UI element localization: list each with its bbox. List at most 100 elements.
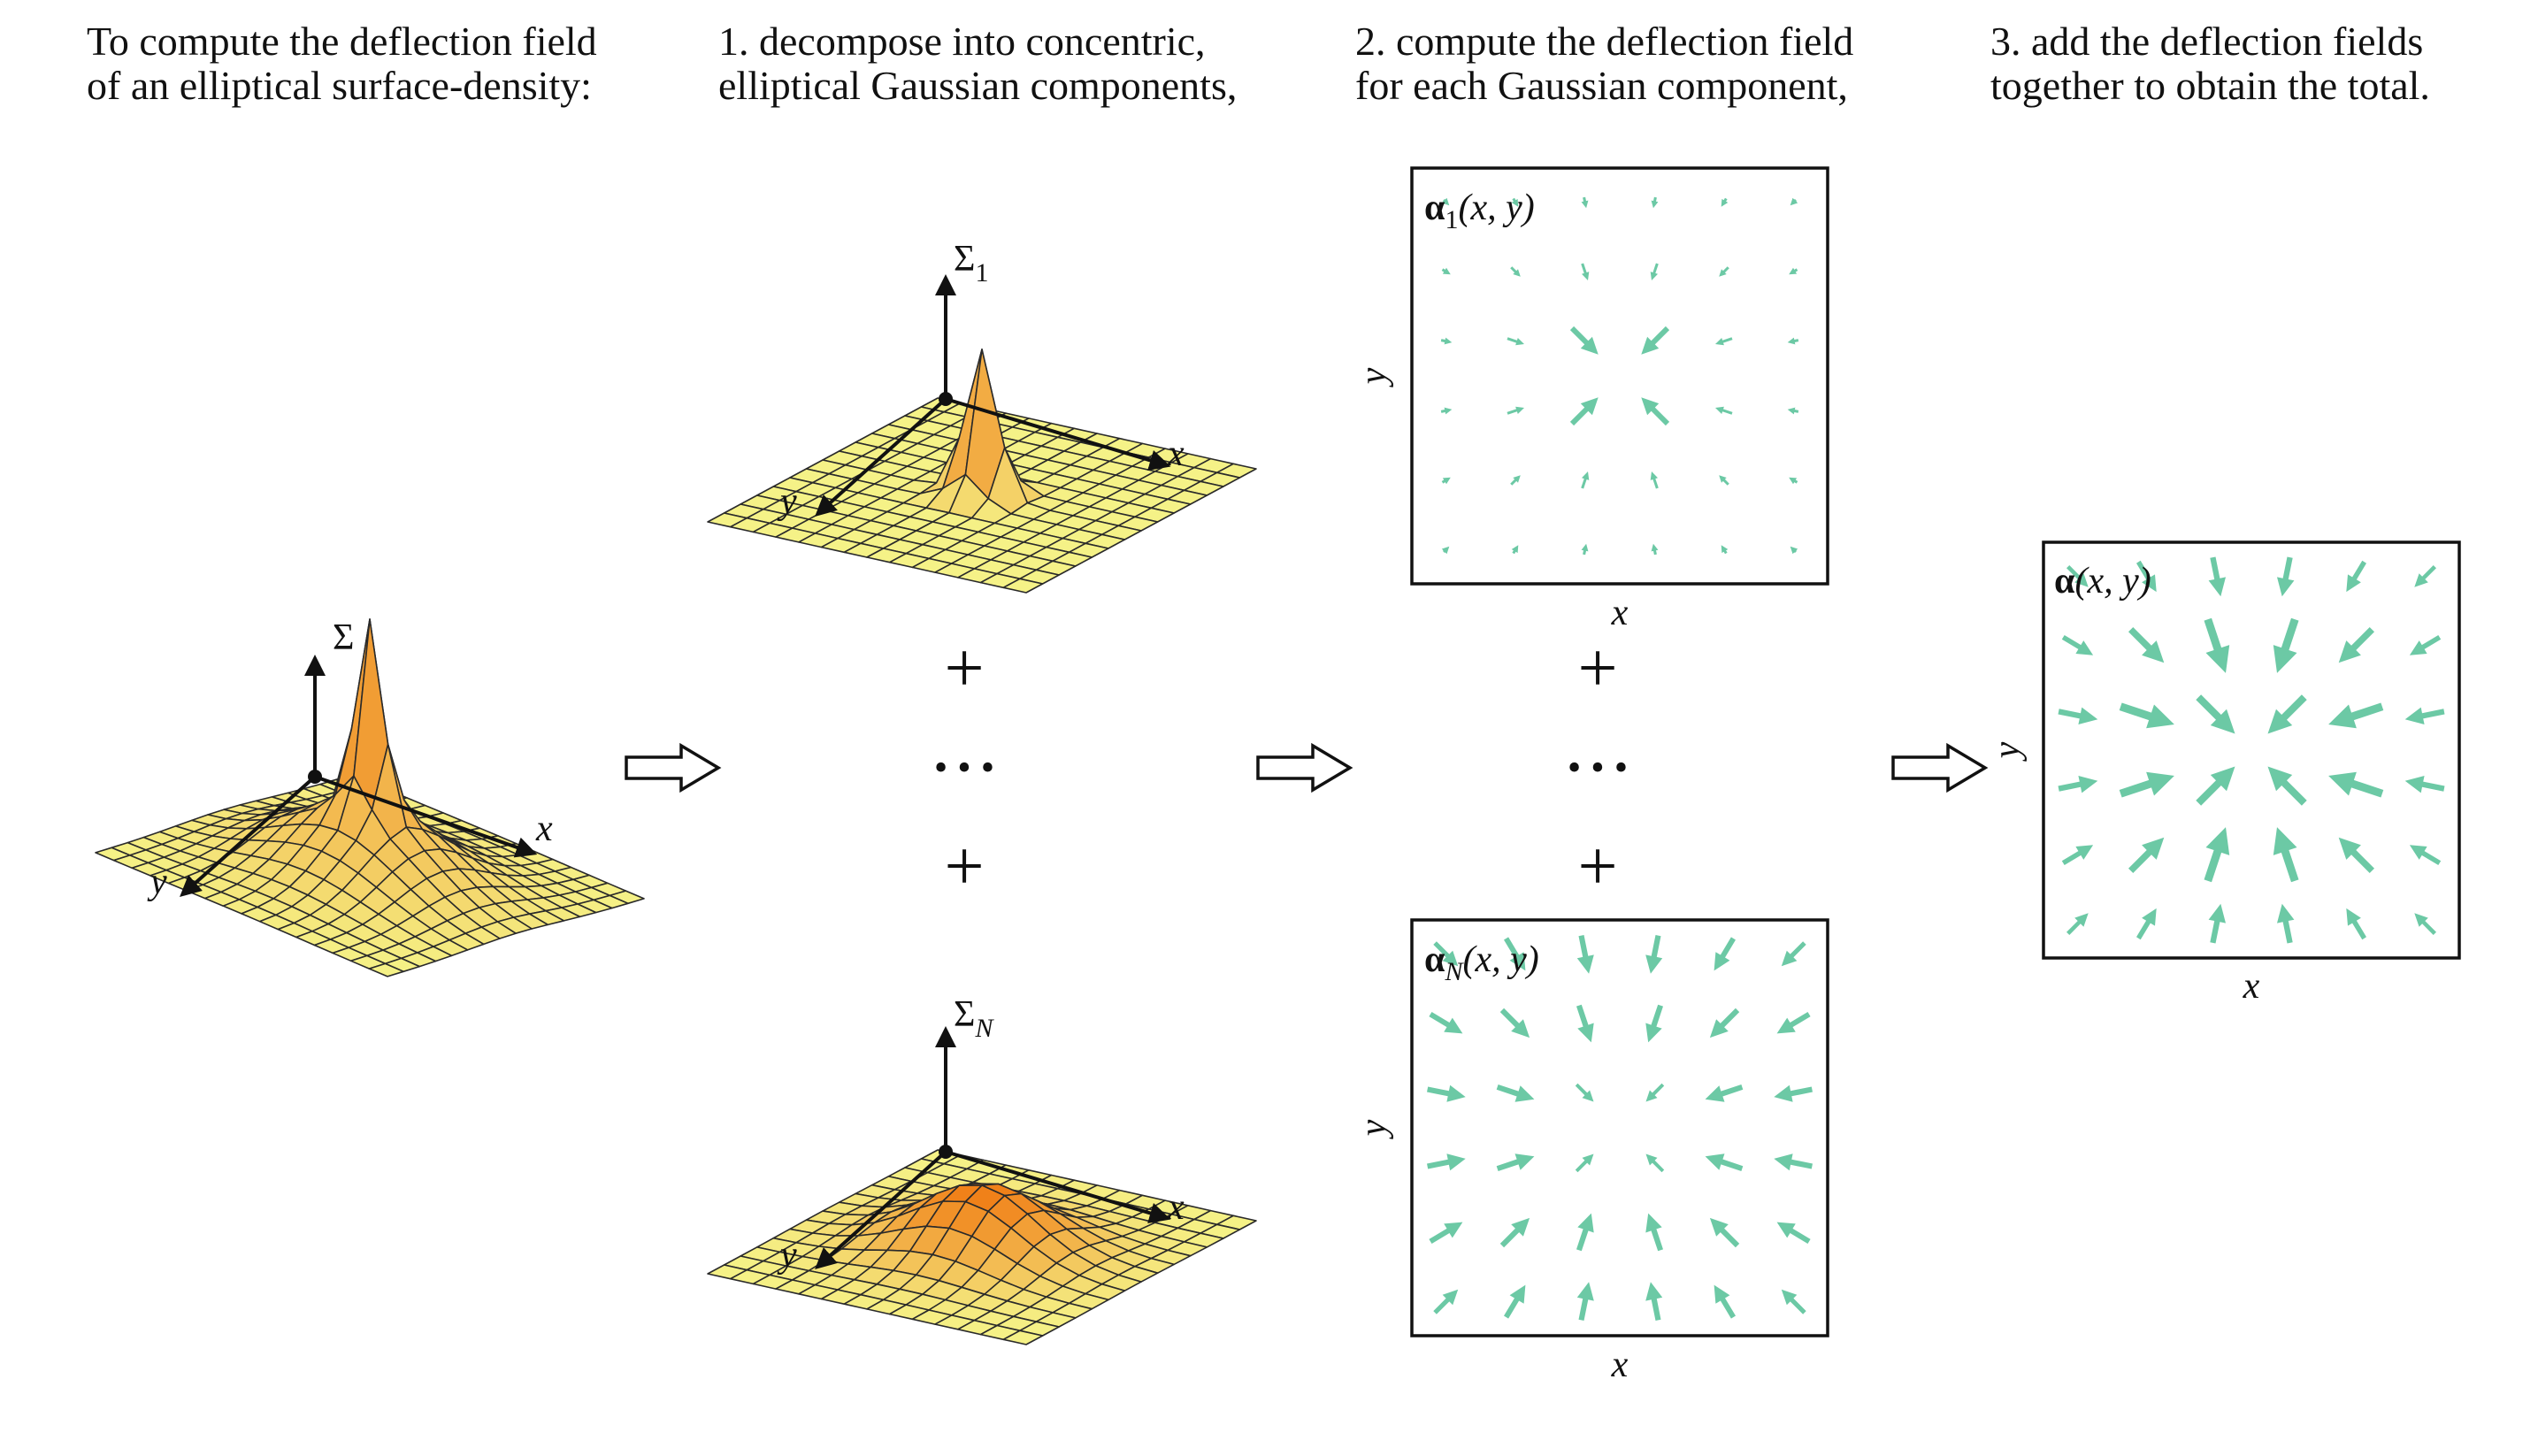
field-y-label-last: y bbox=[1353, 1119, 1394, 1139]
field-last-arrow-23 bbox=[1645, 1282, 1663, 1321]
field-total-arrow-9 bbox=[2119, 771, 2174, 798]
plus-sign-column-2-bottom: + bbox=[1577, 828, 1617, 906]
field-x-label-last: x bbox=[1611, 1345, 1629, 1385]
field-total-arrow-12 bbox=[2208, 556, 2226, 597]
z-axis-label-first: Σ1 bbox=[954, 239, 988, 287]
field-total-arrow-2 bbox=[2058, 707, 2098, 724]
field-last-arrow-25 bbox=[1709, 1008, 1740, 1038]
step-3-line-1: 3. add the deflection fields bbox=[1990, 19, 2424, 64]
field-alpha-total: α bbox=[2054, 561, 2075, 602]
x-axis-first bbox=[945, 397, 1171, 471]
field-first-arrow-6 bbox=[1511, 197, 1519, 207]
step-3-line-2: together to obtain the total. bbox=[1990, 63, 2430, 108]
field-total-arrow-7 bbox=[2128, 627, 2165, 663]
x-axis-label-last: x bbox=[1167, 1187, 1185, 1228]
block-arrow-step-2 bbox=[1256, 742, 1353, 793]
field-total-arrow-4 bbox=[2061, 845, 2094, 865]
plus-sign-column-1-top: + bbox=[944, 630, 984, 708]
y-axis-first bbox=[815, 397, 947, 517]
field-total-arrow-17 bbox=[2208, 903, 2226, 944]
field-last-arrow-33 bbox=[1774, 1153, 1813, 1171]
ellipsis-column-1: • • • bbox=[934, 746, 994, 789]
field-total-arrow-16 bbox=[2204, 827, 2230, 883]
surface-plot-total: Σ x y bbox=[95, 617, 645, 977]
field-last-arrow-27 bbox=[1705, 1153, 1744, 1171]
field-title-first: α1(x, y) bbox=[1424, 188, 1535, 234]
field-first-arrow-2 bbox=[1440, 337, 1453, 345]
field-last-arrow-17 bbox=[1576, 1282, 1594, 1321]
step-0-caption: To compute the deflection field of an el… bbox=[87, 19, 597, 108]
field-first-arrow-23 bbox=[1651, 543, 1659, 556]
step-2-caption: 2. compute the deflection field for each… bbox=[1355, 19, 1853, 108]
field-first-arrow-0 bbox=[1441, 197, 1450, 206]
field-first-arrow-24 bbox=[1721, 197, 1729, 207]
origin-dot-total bbox=[308, 770, 322, 784]
field-x-label-first: x bbox=[1611, 593, 1629, 633]
field-total-arrow-33 bbox=[2404, 776, 2445, 793]
field-last-arrow-15 bbox=[1575, 1153, 1594, 1173]
field-last-arrow-20 bbox=[1645, 1083, 1665, 1102]
field-subscript-last: N bbox=[1444, 957, 1464, 986]
field-args-last: (x, y) bbox=[1462, 939, 1538, 980]
field-total-arrow-28 bbox=[2338, 837, 2374, 873]
field-args-total: (x, y) bbox=[2074, 561, 2151, 602]
field-total-arrow-30 bbox=[2414, 565, 2436, 587]
field-first-arrow-18 bbox=[1651, 196, 1659, 209]
field-alpha-first: α bbox=[1424, 188, 1445, 228]
z-axis-label-total: Σ bbox=[333, 617, 354, 658]
field-first-arrow-7 bbox=[1510, 266, 1521, 277]
field-frame-total bbox=[2042, 540, 2461, 960]
field-total-arrow-11 bbox=[2136, 908, 2157, 940]
field-title-last: αN(x, y) bbox=[1424, 939, 1539, 986]
field-first-arrow-35 bbox=[1790, 546, 1798, 555]
field-last-arrow-7 bbox=[1499, 1008, 1530, 1038]
field-arrows-total bbox=[2058, 556, 2445, 944]
z-axis-subscript-last: N bbox=[974, 1014, 994, 1043]
surface-mesh-first bbox=[707, 349, 1257, 594]
field-last-arrow-10 bbox=[1499, 1217, 1530, 1248]
field-total-arrow-18 bbox=[2277, 556, 2295, 597]
field-first-arrow-9 bbox=[1507, 406, 1524, 415]
field-first-arrow-21 bbox=[1641, 397, 1670, 426]
field-last-arrow-14 bbox=[1575, 1083, 1594, 1102]
y-axis-label-total: y bbox=[147, 862, 167, 902]
field-total-arrow-26 bbox=[2328, 702, 2384, 729]
field-total-arrow-21 bbox=[2267, 766, 2307, 806]
field-x-label-total: x bbox=[2243, 966, 2260, 1007]
field-panel-first: α1(x, y) x y bbox=[1353, 166, 1829, 633]
y-axis-label-first: y bbox=[777, 481, 797, 522]
field-first-arrow-17 bbox=[1581, 543, 1589, 556]
field-total-arrow-32 bbox=[2404, 707, 2445, 724]
surface-plot-first: Σ1 x y bbox=[707, 239, 1257, 594]
field-first-arrow-13 bbox=[1581, 263, 1590, 280]
field-args-first: (x, y) bbox=[1458, 188, 1534, 228]
z-axis-subscript-first: 1 bbox=[975, 258, 988, 287]
field-first-arrow-16 bbox=[1581, 471, 1590, 489]
field-total-arrow-22 bbox=[2273, 827, 2299, 883]
field-first-arrow-22 bbox=[1650, 471, 1659, 489]
step-1-line-2: elliptical Gaussian components, bbox=[718, 63, 1238, 108]
field-first-arrow-19 bbox=[1650, 263, 1659, 280]
field-first-arrow-27 bbox=[1715, 406, 1733, 415]
field-first-arrow-31 bbox=[1789, 267, 1798, 275]
field-arrows-first bbox=[1440, 196, 1799, 556]
step-2-line-2: for each Gaussian component, bbox=[1355, 63, 1848, 108]
field-last-arrow-30 bbox=[1781, 941, 1806, 967]
field-y-label-total: y bbox=[1987, 741, 2028, 762]
z-axis-symbol-first: Σ bbox=[954, 239, 975, 280]
field-first-arrow-11 bbox=[1511, 545, 1519, 555]
field-last-arrow-21 bbox=[1645, 1153, 1665, 1173]
field-total-arrow-27 bbox=[2328, 771, 2384, 798]
field-last-arrow-22 bbox=[1645, 1213, 1663, 1252]
y-axis-total bbox=[180, 775, 317, 897]
surface-first-cell-195 bbox=[1002, 578, 1044, 594]
ellipsis-column-2: • • • bbox=[1568, 746, 1628, 789]
field-y-label-first: y bbox=[1353, 367, 1394, 387]
field-total-arrow-14 bbox=[2196, 694, 2235, 734]
block-arrow-step-1 bbox=[625, 742, 722, 793]
surface-plot-last: ΣN x y bbox=[707, 994, 1257, 1345]
field-first-arrow-1 bbox=[1441, 267, 1451, 275]
field-total-arrow-31 bbox=[2409, 635, 2442, 655]
y-axis-last bbox=[815, 1150, 947, 1270]
